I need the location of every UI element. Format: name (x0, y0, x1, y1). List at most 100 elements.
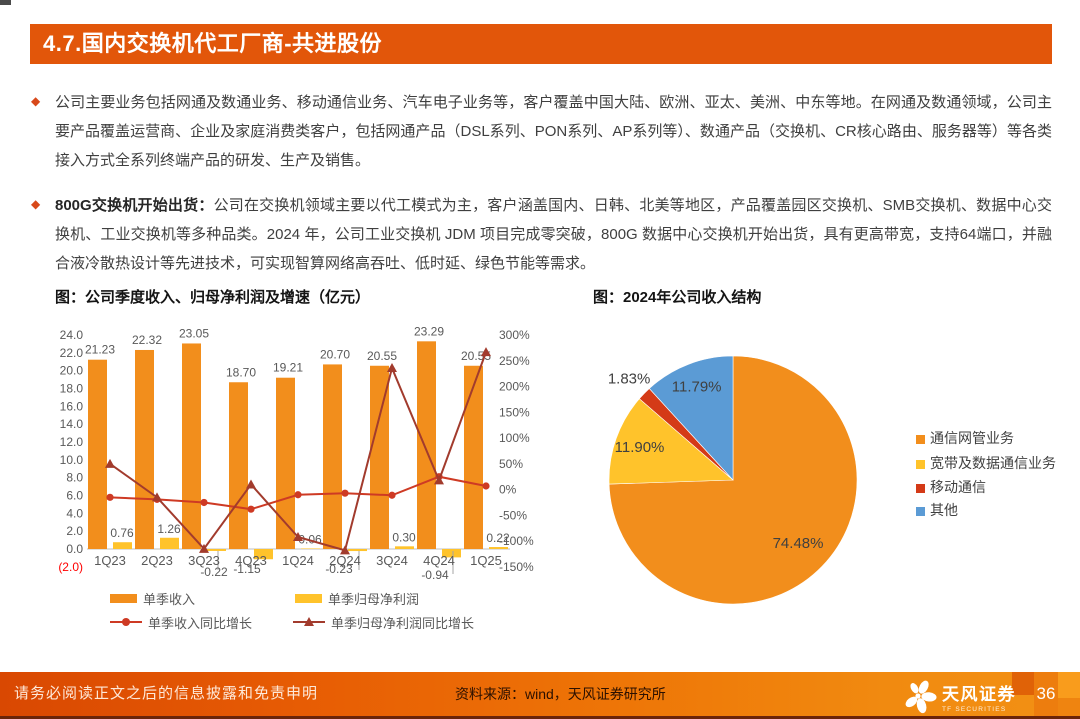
pie-legend-label: 宽带及数据通信业务 (930, 455, 1056, 471)
legend-item-revenue: 单季收入 (110, 586, 195, 610)
pie-chart-title: 图：2024年公司收入结构 (593, 289, 762, 306)
profit-bar (489, 547, 508, 549)
profit-growth-point (152, 492, 162, 502)
pie-legend-label: 移动通信 (930, 479, 986, 495)
revenue-bar (182, 343, 201, 549)
revenue-growth-point (200, 498, 208, 507)
profit-value-label: -0.22 (200, 565, 228, 579)
profit-value-label: 0.30 (392, 530, 416, 544)
body-text: ◆ 公司主要业务包括网通及数通业务、移动通信业务、汽车电子业务等，客户覆盖中国大… (30, 88, 1052, 294)
profit-value-label: 1.26 (157, 522, 181, 536)
profit-bar (442, 549, 461, 558)
profit-bar (160, 537, 179, 549)
right-axis-tick: 250% (499, 354, 530, 368)
right-axis-tick: 100% (499, 431, 530, 445)
category-label: 1Q25 (470, 553, 502, 568)
deco-block (1012, 672, 1034, 695)
footer-disclaimer: 请务必阅读正文之后的信息披露和免责申明 (14, 685, 319, 702)
left-axis-tick: 16.0 (60, 399, 84, 413)
pie-legend-label: 通信网管业务 (930, 430, 1014, 446)
revenue-value-label: 23.05 (179, 326, 209, 340)
profit-bar (395, 546, 414, 549)
right-axis-tick: -50% (499, 508, 527, 522)
pie-legend-swatch (916, 435, 925, 444)
left-axis-tick: 14.0 (60, 417, 84, 431)
profit-bar (301, 548, 320, 549)
section-title: 4.7.国内交换机代工厂商-共进股份 (43, 31, 383, 56)
revenue-value-label: 19.21 (273, 361, 303, 375)
left-axis-tick: 24.0 (60, 328, 84, 342)
left-axis-tick: 22.0 (60, 346, 84, 360)
profit-bar (348, 549, 367, 552)
pie-legend-swatch (916, 484, 925, 493)
bullet-item-2: ◆ 800G交换机开始出货：公司在交换机领域主要以代工模式为主，客户涵盖国内、日… (30, 191, 1052, 278)
profit-bar (207, 549, 226, 551)
category-label: 3Q23 (188, 553, 220, 568)
diamond-bullet-icon: ◆ (31, 197, 41, 211)
revenue-value-label: 20.70 (320, 347, 350, 361)
right-axis-tick: 0% (499, 483, 517, 497)
diamond-bullet-icon: ◆ (31, 94, 41, 108)
deco-block (1034, 672, 1058, 719)
category-label: 2Q24 (329, 553, 361, 568)
combo-chart-title: 图：公司季度收入、归母净利润及增速（亿元） (55, 289, 371, 306)
category-label: 4Q23 (235, 553, 267, 568)
revenue-bar (135, 349, 154, 549)
revenue-growth-swatch (110, 618, 142, 626)
revenue-growth-point (294, 491, 302, 499)
left-axis-tick: 8.0 (66, 471, 83, 485)
left-axis-tick: 2.0 (66, 524, 83, 538)
category-label: 2Q23 (141, 553, 173, 568)
revenue-bar (88, 359, 107, 549)
revenue-bar (417, 341, 436, 549)
screenshot-corner-artifact (0, 0, 11, 5)
pie-slice-2 (608, 398, 734, 485)
revenue-structure-pie-chart: 74.48% 11.90% 1.83% 11.79% 通信网管业务宽带及数据通信业务移动… (608, 355, 1056, 605)
revenue-value-label: 18.70 (226, 365, 256, 379)
brand-name: 天风证券 (942, 684, 1016, 704)
bullet-text: 公司主要业务包括网通及数通业务、移动通信业务、汽车电子业务等，客户覆盖中国大陆、… (55, 94, 1052, 169)
pie-slice-4 (648, 355, 734, 481)
combo-chart-legend: 单季收入 单季归母净利润 单季收入同比增长 单季归母净利润同比增长 (30, 586, 530, 634)
profit-bar (113, 542, 132, 549)
profit-value-label: -0.23 (325, 562, 353, 576)
pie-legend-swatch (916, 507, 925, 516)
footer-bar: 请务必阅读正文之后的信息披露和免责申明 资料来源：wind，天风证券研究所 天风… (0, 672, 1080, 719)
left-axis-tick: 20.0 (60, 364, 84, 378)
pie-slice-label: 74.48% (773, 535, 824, 552)
revenue-value-label: 21.23 (85, 343, 115, 357)
pie-slice-label: 1.83% (608, 371, 651, 388)
legend-item-revenue-growth: 单季收入同比增长 (110, 610, 252, 634)
quarterly-revenue-profit-chart: 24.0 22.0 20.0 18.0 16.0 14.0 12.0 10.0 8.0 6.0 4.… (58, 324, 534, 582)
revenue-value-label: 22.32 (132, 333, 162, 347)
revenue-bar (276, 377, 295, 549)
profit-growth-swatch (293, 617, 325, 626)
revenue-value-label: 20.55 (367, 349, 397, 363)
pie-slice-label: 11.90% (615, 439, 665, 456)
profit-value-label: -0.94 (421, 568, 449, 582)
pie-slice-label: 11.79% (672, 378, 722, 395)
revenue-growth-point (341, 489, 349, 497)
profit-growth-point (434, 475, 444, 485)
profit-growth-point (199, 543, 209, 553)
category-label: 1Q24 (282, 553, 314, 568)
revenue-growth-point (388, 491, 396, 499)
left-axis-tick: 4.0 (66, 506, 83, 520)
left-axis-tick: 6.0 (66, 488, 83, 502)
revenue-bar (370, 365, 389, 549)
profit-growth-point (293, 531, 303, 541)
revenue-swatch (110, 593, 137, 603)
profit-swatch (295, 593, 322, 603)
revenue-growth-point (482, 482, 490, 490)
footer-source: 资料来源：wind，天风证券研究所 (455, 686, 666, 702)
profit-value-label: -1.15 (233, 562, 261, 576)
legend-item-profit-growth: 单季归母净利润同比增长 (293, 610, 474, 634)
left-axis-tick: (2.0) (58, 560, 83, 574)
revenue-growth-point (106, 493, 114, 501)
profit-bar (254, 549, 273, 560)
right-axis-tick: 50% (499, 457, 523, 471)
legend-item-profit: 单季归母净利润 (295, 586, 419, 610)
category-label: 4Q24 (423, 553, 455, 568)
revenue-value-label: 23.29 (414, 324, 444, 338)
bullet-item-1: ◆ 公司主要业务包括网通及数通业务、移动通信业务、汽车电子业务等，客户覆盖中国大… (30, 88, 1052, 175)
